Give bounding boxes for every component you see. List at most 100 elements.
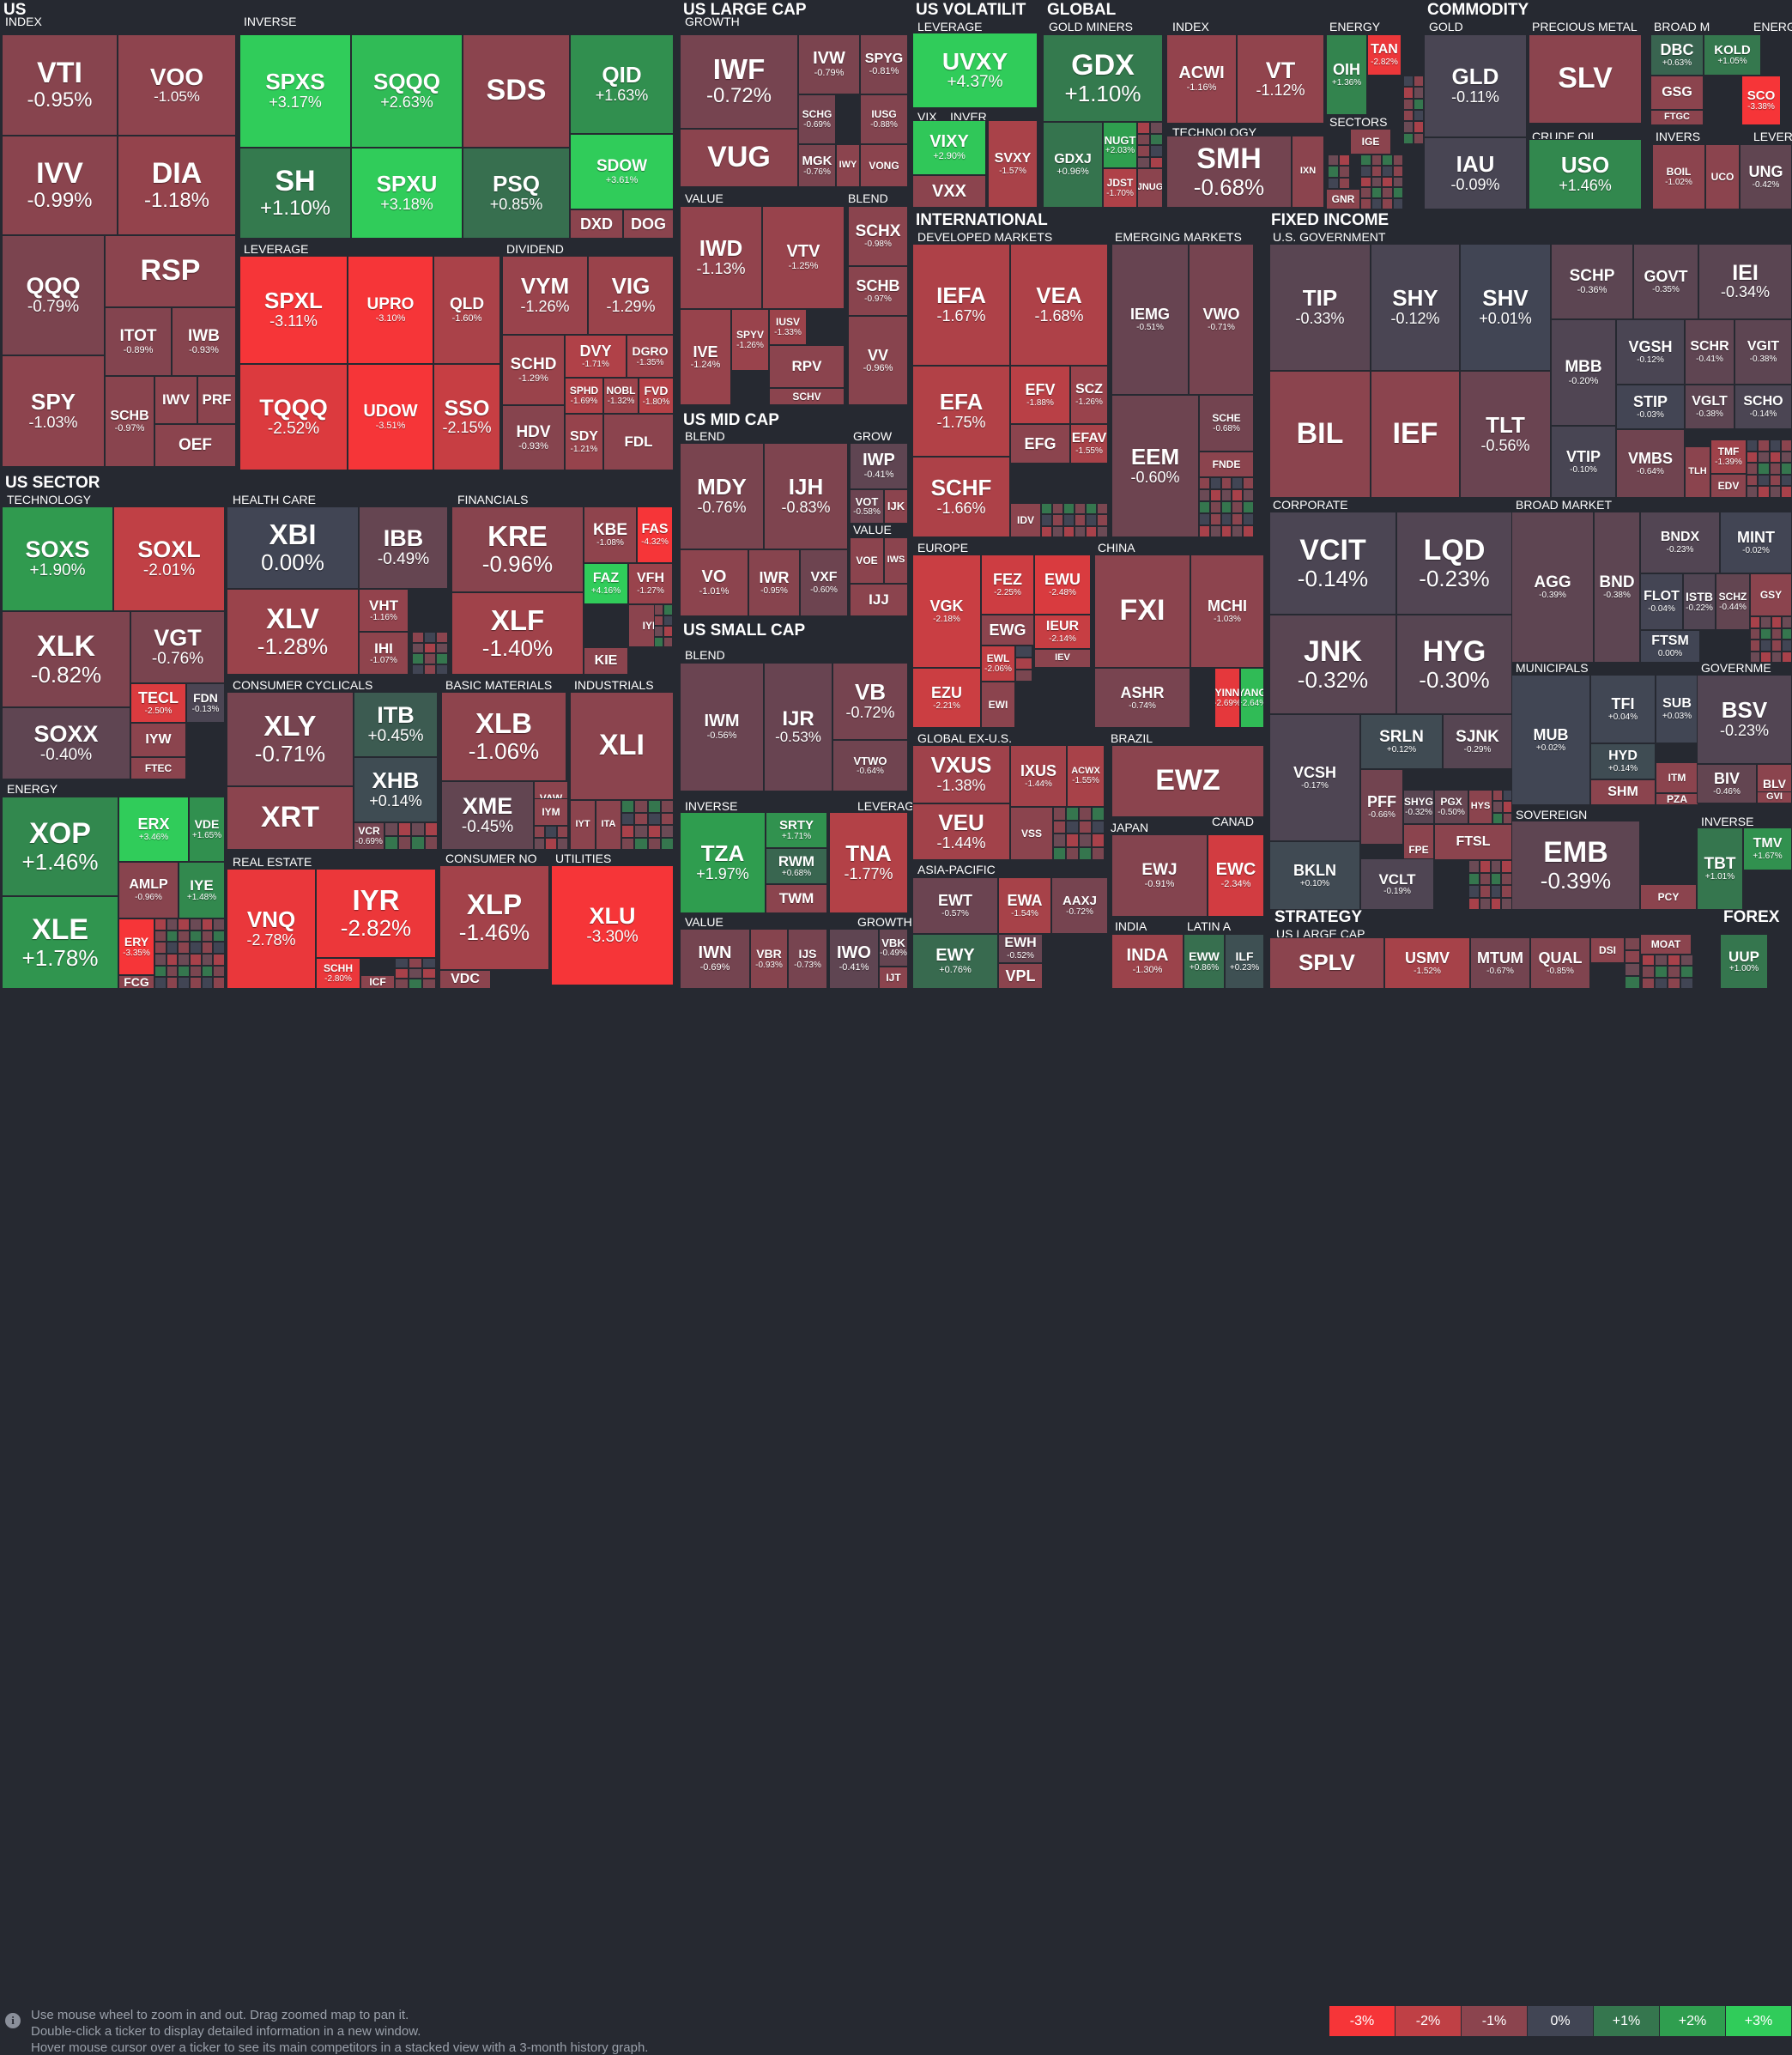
minor-ticker-tile[interactable] bbox=[1781, 627, 1792, 640]
ticker-tile[interactable]: TWM bbox=[766, 884, 827, 913]
ticker-tile[interactable]: STIP -0.03% bbox=[1616, 385, 1685, 429]
ticker-tile[interactable]: SPY -1.03% bbox=[2, 355, 105, 467]
ticker-tile[interactable]: XHB +0.14% bbox=[354, 757, 438, 822]
ticker-tile[interactable]: ITOT -0.89% bbox=[105, 307, 172, 376]
minor-ticker-tile[interactable] bbox=[1625, 976, 1640, 989]
ticker-tile[interactable]: SHY -0.12% bbox=[1371, 244, 1460, 371]
minor-ticker-tile[interactable] bbox=[1780, 451, 1792, 464]
minor-ticker-tile[interactable] bbox=[395, 958, 409, 968]
minor-ticker-tile[interactable] bbox=[1371, 176, 1382, 188]
ticker-tile[interactable]: IEI -0.34% bbox=[1698, 244, 1792, 319]
minor-ticker-tile[interactable] bbox=[1137, 133, 1150, 145]
ticker-tile[interactable]: XME -0.45% bbox=[441, 781, 534, 850]
ticker-tile[interactable]: QQQ -0.79% bbox=[2, 235, 105, 355]
ticker-tile[interactable]: VV -0.96% bbox=[848, 316, 908, 405]
ticker-tile[interactable]: EFV -1.88% bbox=[1010, 366, 1070, 424]
minor-ticker-tile[interactable] bbox=[1668, 955, 1680, 967]
minor-ticker-tile[interactable] bbox=[1414, 121, 1424, 133]
ticker-tile[interactable]: EWW +0.86% bbox=[1184, 934, 1225, 989]
minor-ticker-tile[interactable] bbox=[1680, 966, 1693, 978]
ticker-tile[interactable]: IDV bbox=[1010, 503, 1041, 537]
minor-ticker-tile[interactable] bbox=[1479, 885, 1491, 898]
ticker-tile[interactable]: TZA +1.97% bbox=[680, 812, 766, 913]
minor-ticker-tile[interactable] bbox=[154, 965, 166, 978]
minor-ticker-tile[interactable] bbox=[1758, 451, 1770, 464]
ticker-tile[interactable]: EWL -2.06% bbox=[981, 646, 1015, 682]
minor-ticker-tile[interactable] bbox=[1075, 503, 1086, 515]
minor-ticker-tile[interactable] bbox=[190, 918, 202, 931]
minor-ticker-tile[interactable] bbox=[213, 942, 225, 954]
minor-ticker-tile[interactable] bbox=[647, 837, 661, 850]
ticker-tile[interactable]: AGG -0.39% bbox=[1511, 512, 1594, 663]
minor-ticker-tile[interactable] bbox=[436, 642, 448, 653]
minor-ticker-tile[interactable] bbox=[424, 664, 436, 675]
ticker-tile[interactable]: VB -0.72% bbox=[832, 663, 908, 740]
ticker-tile[interactable]: VGK -2.18% bbox=[912, 555, 981, 668]
ticker-tile[interactable]: UCO bbox=[1705, 144, 1740, 209]
minor-ticker-tile[interactable] bbox=[1053, 846, 1066, 860]
minor-ticker-tile[interactable] bbox=[1414, 132, 1424, 144]
minor-ticker-tile[interactable] bbox=[1750, 616, 1761, 628]
minor-ticker-tile[interactable] bbox=[1655, 977, 1668, 989]
ticker-tile[interactable]: HDV -0.93% bbox=[502, 405, 565, 470]
minor-ticker-tile[interactable] bbox=[1668, 966, 1680, 978]
minor-ticker-tile[interactable] bbox=[1468, 897, 1480, 910]
ticker-tile[interactable]: TIP -0.33% bbox=[1269, 244, 1371, 371]
minor-ticker-tile[interactable] bbox=[1209, 513, 1221, 525]
minor-ticker-tile[interactable] bbox=[1079, 807, 1092, 821]
ticker-tile[interactable]: VIG -1.29% bbox=[588, 256, 674, 335]
ticker-tile[interactable]: TMF -1.39% bbox=[1710, 439, 1747, 474]
ticker-tile[interactable]: YANG+2.64% bbox=[1240, 668, 1264, 728]
ticker-tile[interactable]: IJK bbox=[884, 489, 908, 524]
ticker-tile[interactable]: EFA -1.75% bbox=[912, 366, 1010, 457]
ticker-tile[interactable]: SCHH -2.80% bbox=[316, 958, 360, 989]
minor-ticker-tile[interactable] bbox=[1066, 846, 1079, 860]
ticker-tile[interactable]: SPXL -3.11% bbox=[239, 256, 348, 364]
ticker-tile[interactable]: SRTY +1.71% bbox=[766, 812, 827, 848]
minor-ticker-tile[interactable] bbox=[1209, 501, 1221, 513]
ticker-tile[interactable]: VGSH -0.12% bbox=[1616, 319, 1685, 385]
ticker-tile[interactable]: IWD -1.13% bbox=[680, 206, 762, 309]
ticker-tile[interactable]: VCIT -0.14% bbox=[1269, 512, 1396, 615]
minor-ticker-tile[interactable] bbox=[190, 965, 202, 978]
minor-ticker-tile[interactable] bbox=[1052, 503, 1063, 515]
ticker-tile[interactable]: IWN -0.69% bbox=[680, 929, 750, 989]
ticker-tile[interactable]: IXUS -1.44% bbox=[1010, 745, 1067, 807]
ticker-tile[interactable]: IVV -0.99% bbox=[2, 136, 118, 235]
ticker-tile[interactable]: EEM -0.60% bbox=[1111, 395, 1199, 537]
minor-ticker-tile[interactable] bbox=[1625, 963, 1640, 976]
minor-ticker-tile[interactable] bbox=[647, 825, 661, 838]
minor-ticker-tile[interactable] bbox=[1747, 439, 1759, 452]
minor-ticker-tile[interactable] bbox=[1781, 651, 1792, 663]
minor-ticker-tile[interactable] bbox=[1382, 155, 1393, 166]
ticker-tile[interactable]: VTIP -0.10% bbox=[1551, 426, 1616, 498]
minor-ticker-tile[interactable] bbox=[1479, 860, 1491, 873]
minor-ticker-tile[interactable] bbox=[154, 977, 166, 989]
minor-ticker-tile[interactable] bbox=[654, 626, 663, 637]
minor-ticker-tile[interactable] bbox=[1769, 486, 1781, 498]
minor-ticker-tile[interactable] bbox=[409, 979, 422, 989]
minor-ticker-tile[interactable] bbox=[1220, 477, 1232, 489]
ticker-tile[interactable]: HYS bbox=[1468, 790, 1492, 824]
minor-ticker-tile[interactable] bbox=[1771, 627, 1782, 640]
ticker-tile[interactable]: IYR -2.82% bbox=[316, 869, 436, 958]
minor-ticker-tile[interactable] bbox=[634, 837, 648, 850]
minor-ticker-tile[interactable] bbox=[1232, 489, 1244, 501]
ticker-tile[interactable]: DIA -1.18% bbox=[118, 136, 236, 235]
minor-ticker-tile[interactable] bbox=[1501, 897, 1512, 910]
minor-ticker-tile[interactable] bbox=[1199, 477, 1210, 489]
minor-ticker-tile[interactable] bbox=[1403, 121, 1414, 133]
ticker-tile[interactable]: BIV -0.46% bbox=[1697, 764, 1757, 803]
minor-ticker-tile[interactable] bbox=[1075, 514, 1086, 526]
ticker-tile[interactable]: NUGT +2.03% bbox=[1103, 122, 1137, 168]
minor-ticker-tile[interactable] bbox=[1243, 501, 1254, 513]
minor-ticker-tile[interactable] bbox=[213, 965, 225, 978]
minor-ticker-tile[interactable] bbox=[1150, 122, 1163, 134]
ticker-tile[interactable]: ERX +3.46% bbox=[118, 797, 189, 862]
ticker-tile[interactable]: EDV bbox=[1710, 474, 1747, 498]
ticker-tile[interactable]: VGIT -0.38% bbox=[1734, 319, 1792, 385]
ticker-tile[interactable]: MGK -0.76% bbox=[798, 144, 836, 187]
minor-ticker-tile[interactable] bbox=[1771, 616, 1782, 628]
minor-ticker-tile[interactable] bbox=[621, 825, 635, 838]
minor-ticker-tile[interactable] bbox=[178, 942, 190, 954]
